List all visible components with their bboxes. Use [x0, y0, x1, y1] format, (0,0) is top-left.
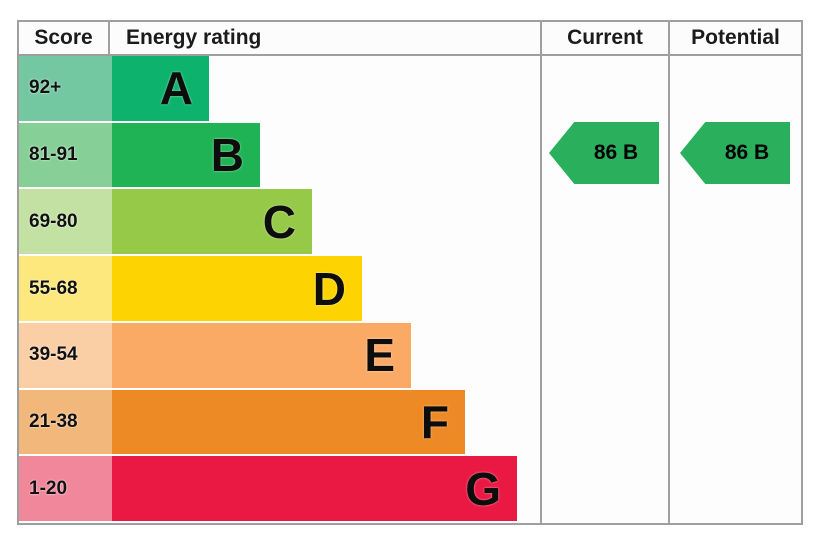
band-row-a: 92+ A — [19, 56, 542, 123]
header-divider — [19, 54, 801, 56]
band-row-g: 1-20 G — [19, 456, 542, 524]
current-column-header: Current — [542, 22, 668, 54]
energy-rating-column-header: Energy rating — [112, 22, 540, 54]
band-bar-g: G — [112, 456, 517, 524]
band-rows: 92+ A 81-91 B 69-80 C 55-68 D 39-54 E 21… — [19, 56, 542, 524]
score-range-c: 69-80 — [19, 189, 112, 257]
score-column-header: Score — [19, 22, 110, 54]
score-range-e: 39-54 — [19, 322, 112, 390]
score-range-g: 1-20 — [19, 456, 112, 524]
band-row-f: 21-38 F — [19, 389, 542, 457]
band-row-e: 39-54 E — [19, 322, 542, 390]
band-bar-b: B — [112, 122, 260, 190]
band-bar-a: A — [112, 56, 209, 123]
band-bar-e: E — [112, 322, 411, 390]
potential-column-divider — [668, 22, 670, 523]
current-rating-arrow: 86 B — [549, 122, 659, 184]
potential-rating-arrow: 86 B — [680, 122, 790, 184]
score-range-d: 55-68 — [19, 256, 112, 323]
rating-table: Score Energy rating Current Potential 92… — [17, 20, 803, 525]
potential-column-header: Potential — [670, 22, 801, 54]
band-bar-f: F — [112, 389, 465, 457]
score-range-a: 92+ — [19, 56, 112, 123]
band-row-d: 55-68 D — [19, 256, 542, 323]
band-row-b: 81-91 B — [19, 122, 542, 190]
score-range-b: 81-91 — [19, 122, 112, 190]
current-column-divider — [540, 22, 542, 523]
band-bar-d: D — [112, 256, 362, 323]
band-bar-c: C — [112, 189, 312, 257]
score-range-f: 21-38 — [19, 389, 112, 457]
band-row-c: 69-80 C — [19, 189, 542, 257]
